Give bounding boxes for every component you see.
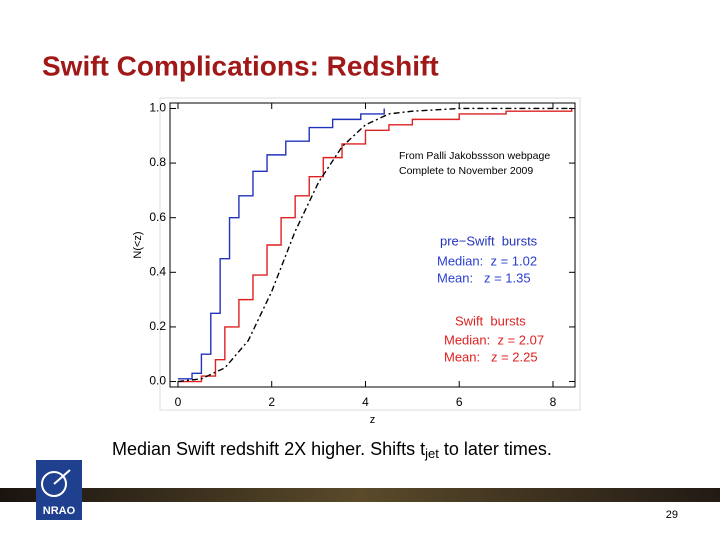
legend-entry: Swift bursts <box>455 313 526 328</box>
x-axis-label: z <box>370 414 376 426</box>
footer-band <box>0 488 720 502</box>
annotation: Complete to November 2009 <box>399 165 533 177</box>
x-tick-label: 2 <box>268 395 275 409</box>
y-tick-label: 0.0 <box>149 374 166 388</box>
page-number: 29 <box>666 509 678 521</box>
annotation: From Palli Jakobssson webpage <box>399 150 550 162</box>
y-tick-label: 0.4 <box>149 264 166 278</box>
data-line <box>177 108 573 383</box>
caption-text: to later times. <box>439 439 552 459</box>
data-line <box>177 108 385 380</box>
x-tick-label: 8 <box>550 395 557 409</box>
annotation: Median: z = 1.02 <box>437 253 537 268</box>
caption: Median Swift redshift 2X higher. Shifts … <box>112 439 552 462</box>
x-tick-label: 6 <box>456 395 463 409</box>
caption-text: Median Swift redshift 2X higher. Shifts … <box>112 439 425 459</box>
x-tick-label: 4 <box>362 395 369 409</box>
y-axis-label: N(<z) <box>132 231 144 258</box>
annotation: Mean: z = 1.35 <box>437 270 531 285</box>
logo: NRAO <box>36 460 82 520</box>
annotation: Mean: z = 2.25 <box>444 349 538 364</box>
y-tick-label: 0.8 <box>149 155 166 169</box>
legend-entry: pre−Swift bursts <box>440 233 538 248</box>
caption-subscript: jet <box>424 446 439 461</box>
slide-title: Swift Complications: Redshift <box>42 50 439 81</box>
plot-area <box>169 102 576 388</box>
y-tick-label: 1.0 <box>149 101 166 115</box>
y-tick-label: 0.6 <box>149 210 166 224</box>
x-tick-label: 0 <box>175 395 182 409</box>
data-line <box>177 107 572 383</box>
logo-text: NRAO <box>43 505 76 517</box>
y-tick-label: 0.2 <box>149 319 166 333</box>
chart: 0 2 4 6 8 0.0 0.2 0.4 0.6 0.8 1.0 z N(<z) From Palli … <box>132 101 576 426</box>
annotation: Median: z = 2.07 <box>444 332 544 347</box>
